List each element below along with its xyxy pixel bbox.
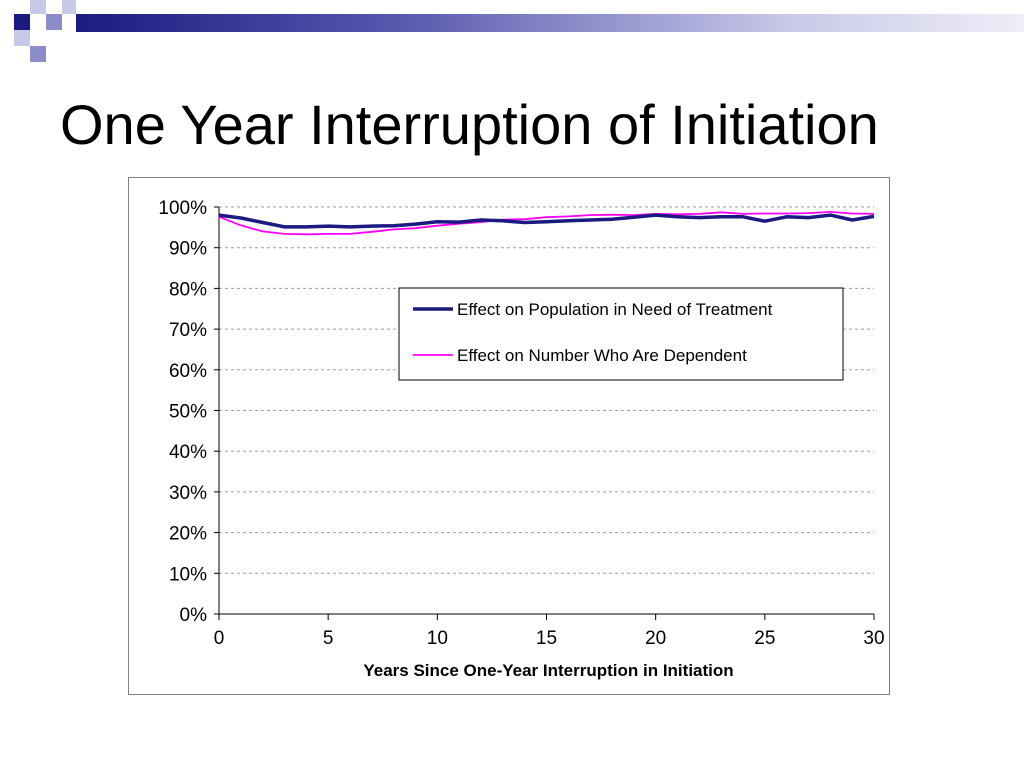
corner-square-mid-2 (30, 46, 46, 62)
grid-lines (219, 206, 874, 574)
y-tick-label: 100% (158, 198, 207, 219)
x-tick-label: 20 (645, 628, 666, 649)
corner-square-light-3 (14, 30, 30, 46)
y-tick-label: 80% (169, 279, 207, 300)
series-line-population (218, 213, 875, 229)
chart-frame: 0% 10% 20% 30% 40% 50% 60% 70% 80% 90% 100% 0 5 10 15 2… (128, 177, 890, 695)
corner-square-dark (14, 14, 30, 30)
legend-label-dependent: Effect on Number Who Are Dependent (457, 346, 747, 365)
x-tick-label: 5 (323, 628, 334, 649)
y-tick-label: 90% (169, 239, 207, 260)
y-tick-label: 30% (169, 483, 207, 504)
corner-square-light-2 (62, 0, 76, 14)
y-tick-label: 40% (169, 442, 207, 463)
slide-title: One Year Interruption of Initiation (60, 93, 879, 156)
y-tick-label: 20% (169, 524, 207, 545)
corner-square-light (30, 0, 46, 14)
header-gradient-bar (76, 14, 1024, 32)
corner-square-mid (46, 14, 62, 30)
x-tick-label: 30 (863, 628, 884, 649)
x-tick-label: 0 (214, 628, 225, 649)
x-tick-label: 10 (427, 628, 448, 649)
y-tick-label: 0% (180, 605, 208, 626)
y-tick-label: 60% (169, 361, 207, 382)
series-lines (218, 211, 875, 236)
legend-box (398, 287, 844, 381)
series-line-dependent (218, 211, 875, 236)
x-tick-label: 25 (754, 628, 775, 649)
y-tick-label: 10% (169, 564, 207, 585)
x-tick-label: 15 (536, 628, 557, 649)
y-tick-label: 70% (169, 320, 207, 341)
x-axis-label: Years Since One-Year Interruption in Ini… (363, 661, 733, 680)
legend: Effect on Population in Need of Treatmen… (398, 287, 844, 381)
line-chart: 0% 10% 20% 30% 40% 50% 60% 70% 80% 90% 100% 0 5 10 15 2… (158, 198, 884, 680)
tick-labels: 0% 10% 20% 30% 40% 50% 60% 70% 80% 90% 100% 0 5 10 15 2… (158, 198, 884, 649)
axes (214, 206, 875, 620)
legend-label-population: Effect on Population in Need of Treatmen… (457, 300, 773, 319)
y-tick-label: 50% (169, 402, 207, 423)
